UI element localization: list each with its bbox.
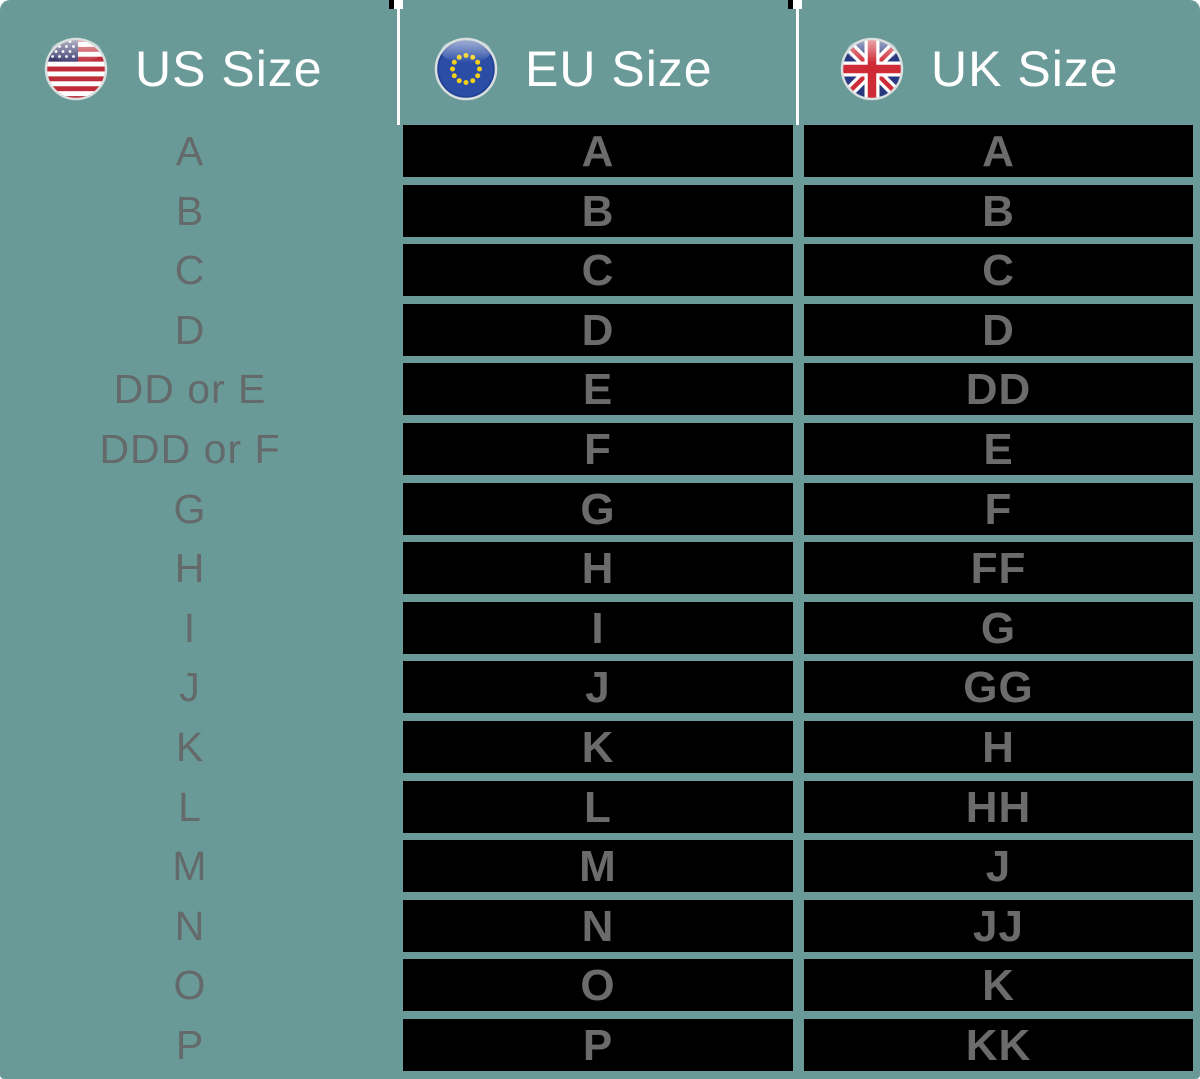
eu-size-cell: B [403, 184, 793, 237]
uk-size-cell: C [804, 244, 1193, 297]
uk-size-cell: G [804, 601, 1193, 654]
header-eu: EU Size [434, 0, 713, 138]
us-size-value: O [173, 962, 207, 1009]
us-size-value: J [179, 664, 201, 711]
divider-tick-2 [788, 0, 793, 9]
column-divider-1 [397, 0, 400, 125]
eu-size-cell: O [403, 959, 793, 1012]
us-size-value: B [175, 187, 205, 234]
table-row: K K H [0, 720, 1193, 773]
eu-size-cell: E [403, 363, 793, 416]
uk-size-cell: JJ [804, 899, 1193, 952]
uk-size-cell: A [804, 125, 1193, 177]
table-row: C C C [0, 244, 1193, 297]
header-us-label: US Size [135, 41, 323, 97]
us-size-value: C [174, 247, 206, 294]
uk-size-cell: DD [804, 363, 1193, 416]
header-uk: UK Size [840, 0, 1119, 138]
header-uk-label: UK Size [931, 41, 1119, 97]
uk-size-cell: D [804, 303, 1193, 356]
us-size-value: P [175, 1021, 205, 1068]
table-row: A A A [0, 125, 1193, 177]
us-flag-icon [44, 37, 108, 101]
us-size-value: D [174, 306, 206, 353]
table-row: H H FF [0, 542, 1193, 595]
eu-size-cell: M [403, 840, 793, 893]
table-row: M M J [0, 840, 1193, 893]
eu-flag-icon [434, 37, 498, 101]
us-size-value: N [174, 902, 206, 949]
table-row: P P KK [0, 1018, 1193, 1071]
eu-size-cell: D [403, 303, 793, 356]
us-size-value: H [174, 545, 206, 592]
header-eu-label: EU Size [525, 41, 713, 97]
uk-size-cell: F [804, 482, 1193, 535]
uk-flag-icon [840, 37, 904, 101]
uk-size-cell: KK [804, 1018, 1193, 1071]
eu-size-cell: H [403, 542, 793, 595]
uk-size-cell: J [804, 840, 1193, 893]
uk-size-cell: HH [804, 780, 1193, 833]
column-divider-2 [796, 0, 799, 125]
table-row: I I G [0, 601, 1193, 654]
table-row: J J GG [0, 661, 1193, 714]
uk-size-cell: GG [804, 661, 1193, 714]
eu-size-cell: K [403, 720, 793, 773]
us-size-value: G [173, 485, 207, 532]
eu-size-cell: J [403, 661, 793, 714]
uk-size-cell: FF [804, 542, 1193, 595]
uk-size-cell: H [804, 720, 1193, 773]
table-rows: A A A B B B C C C D D D DD or E E DD DDD… [0, 125, 1193, 1071]
table-row: N N JJ [0, 899, 1193, 952]
us-size-value: M [172, 843, 208, 890]
eu-size-cell: C [403, 244, 793, 297]
us-size-value: I [183, 604, 197, 651]
table-row: DD or E E DD [0, 363, 1193, 416]
eu-size-cell: I [403, 601, 793, 654]
us-size-value: A [175, 128, 205, 174]
eu-size-cell: L [403, 780, 793, 833]
eu-size-cell: N [403, 899, 793, 952]
divider-tick-1 [389, 0, 394, 9]
us-size-value: DDD or F [99, 425, 281, 472]
eu-size-cell: G [403, 482, 793, 535]
us-size-value: L [178, 783, 202, 830]
table-row: G G F [0, 482, 1193, 535]
uk-size-cell: E [804, 422, 1193, 475]
uk-size-cell: B [804, 184, 1193, 237]
eu-size-cell: F [403, 422, 793, 475]
table-row: DDD or F F E [0, 422, 1193, 475]
table-row: L L HH [0, 780, 1193, 833]
table-row: B B B [0, 184, 1193, 237]
us-size-value: K [175, 723, 205, 770]
table-row: D D D [0, 303, 1193, 356]
uk-size-cell: K [804, 959, 1193, 1012]
eu-size-cell: A [403, 125, 793, 177]
us-size-value: DD or E [113, 366, 267, 413]
eu-size-cell: P [403, 1018, 793, 1071]
table-row: O O K [0, 959, 1193, 1012]
header-us: US Size [44, 0, 323, 138]
